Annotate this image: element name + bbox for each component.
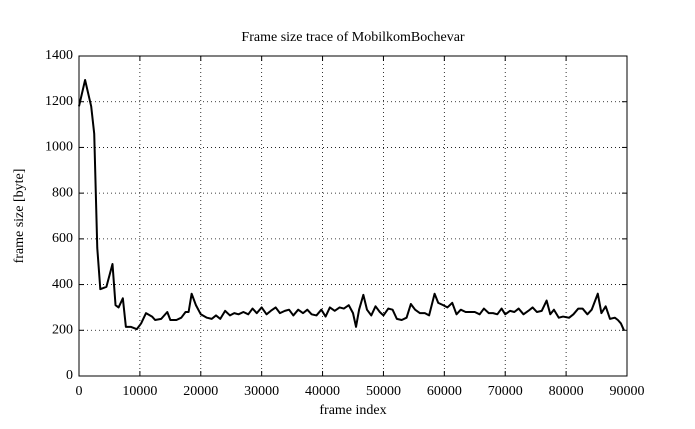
x-tick-label: 80000 xyxy=(549,384,584,399)
x-tick-label: 20000 xyxy=(183,384,218,399)
y-tick-label: 1400 xyxy=(45,48,73,63)
y-tick-label: 200 xyxy=(52,323,73,338)
x-tick-label: 0 xyxy=(76,384,83,399)
plot-frame xyxy=(78,55,628,377)
x-tick-label: 10000 xyxy=(122,384,157,399)
x-tick-label: 30000 xyxy=(244,384,279,399)
y-axis-label: frame size [byte] xyxy=(12,169,27,264)
y-tick-label: 800 xyxy=(52,185,73,200)
x-tick-label: 70000 xyxy=(488,384,523,399)
y-tick-label: 1200 xyxy=(45,94,73,109)
x-axis-label: frame index xyxy=(319,403,386,418)
y-tick-label: 0 xyxy=(66,368,73,383)
y-tick-label: 400 xyxy=(52,277,73,292)
x-tick-label: 60000 xyxy=(427,384,462,399)
data-line xyxy=(78,79,625,331)
y-tick-label: 600 xyxy=(52,231,73,246)
x-tick-label: 50000 xyxy=(366,384,401,399)
y-tick-label: 1000 xyxy=(45,140,73,155)
x-tick-label: 90000 xyxy=(610,384,645,399)
chart-title: Frame size trace of MobilkomBochevar xyxy=(241,30,464,45)
x-tick-label: 40000 xyxy=(305,384,340,399)
